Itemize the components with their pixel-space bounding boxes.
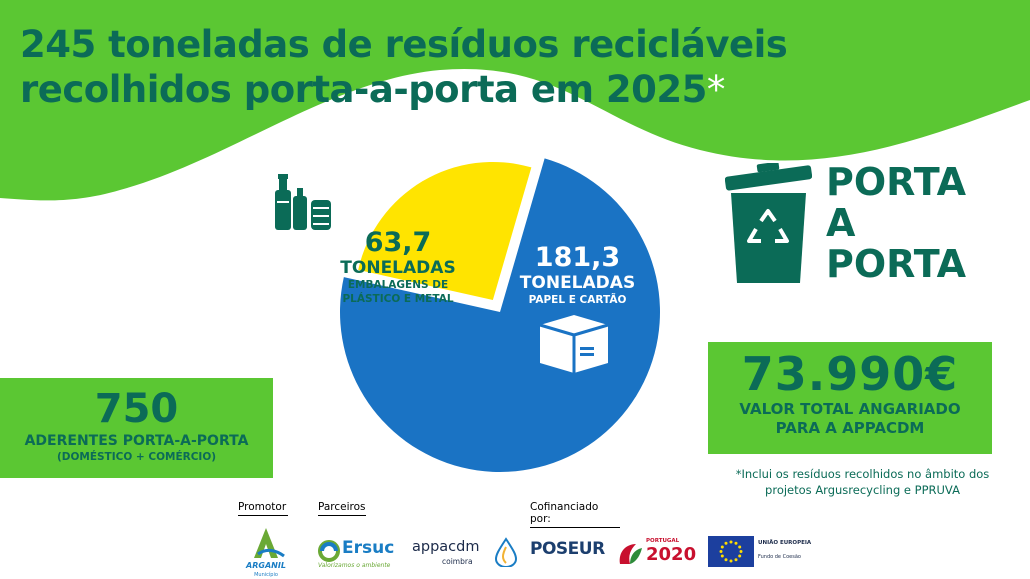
footnote-line-1: *Inclui os resíduos recolhidos no âmbito… <box>735 467 990 481</box>
poseur-logo: POSEUR <box>530 537 612 571</box>
slice-paper-cartao <box>339 158 660 472</box>
arganil-sub: Município <box>254 572 278 578</box>
appacdm-drop-icon <box>494 537 518 567</box>
paper-unit: TONELADAS <box>519 273 636 293</box>
title-line-2: recolhidos porta-a-porta em 2025* <box>20 68 726 111</box>
portugal2020-mark-icon <box>619 544 642 564</box>
promotor-label: Promotor <box>238 501 288 516</box>
portugal2020-small: PORTUGAL <box>646 538 680 544</box>
appacdm-sub: coimbra <box>442 557 473 566</box>
poseur-name: POSEUR <box>530 539 605 559</box>
eu-line-1: UNIÃO EUROPEIA <box>758 540 812 546</box>
footnote-line-2: projetos Argusrecycling e PPRUVA <box>765 483 960 497</box>
asterisk: * <box>706 68 726 111</box>
raised-label-2: PARA A APPACDM <box>775 419 925 437</box>
plastic-unit: TONELADAS <box>340 258 456 278</box>
paper-desc: PAPEL E CARTÃO <box>528 294 627 306</box>
adherents-label: ADERENTES PORTA-A-PORTA <box>24 433 249 449</box>
eu-flag-icon <box>708 536 754 567</box>
recycling-bin-icon <box>725 163 812 283</box>
raised-box: 73.990€ VALOR TOTAL ANGARIADO PARA A APP… <box>708 342 992 454</box>
eu-line-2: Fundo de Coesão <box>758 554 801 560</box>
raised-value: 73.990€ <box>741 347 959 401</box>
box-icon <box>539 315 609 373</box>
page-title: 245 toneladas de resíduos recicláveis re… <box>20 22 880 112</box>
portugal2020-logo: PORTUGAL 2020 <box>616 538 696 570</box>
footnote: *Inclui os resíduos recolhidos no âmbito… <box>700 466 1025 498</box>
plastic-desc-2: PLÁSTICO E METAL <box>342 293 454 305</box>
ersuc-logo: Ersuc Valorizamos o ambiente <box>318 538 408 572</box>
slice-label-paper: 181,3 TONELADAS PAPEL E CARTÃO <box>510 243 645 307</box>
arganil-a-icon <box>254 528 285 558</box>
eu-stars-icon <box>719 540 743 563</box>
plastic-value: 63,7 <box>364 227 432 258</box>
slice-plastic-metal <box>358 161 532 300</box>
appacdm-name: appacdm <box>412 539 480 555</box>
title-line-1: 245 toneladas de resíduos recicláveis <box>20 23 788 66</box>
raised-label-1: VALOR TOTAL ANGARIADO <box>739 400 961 418</box>
adherents-sublabel: (DOMÉSTICO + COMÉRCIO) <box>56 451 217 463</box>
porta-line-3: PORTA <box>826 242 967 286</box>
eu-logo: UNIÃO EUROPEIA Fundo de Coesão <box>708 536 818 568</box>
plastic-desc-1: EMBALAGENS DE <box>347 279 449 291</box>
ersuc-tagline: Valorizamos o ambiente <box>318 562 391 569</box>
cofinanciado-label: Cofinanciado por: <box>530 501 620 528</box>
porta-line-1: PORTA <box>826 160 967 204</box>
ersuc-swirl-icon <box>318 540 340 562</box>
portugal2020-year: 2020 <box>646 544 697 565</box>
appacdm-logo: appacdm coimbra <box>412 537 522 573</box>
paper-value: 181,3 <box>534 242 621 273</box>
porta-line-2: A <box>826 201 856 245</box>
arganil-name: ARGANIL <box>246 561 286 570</box>
slice-label-plastic: 63,7 TONELADAS EMBALAGENS DE PLÁSTICO E … <box>328 228 468 306</box>
adherents-value: 750 <box>94 386 179 432</box>
bottles-cans-icon <box>275 174 331 230</box>
ersuc-name: Ersuc <box>342 538 395 558</box>
adherents-box: 750 ADERENTES PORTA-A-PORTA (DOMÉSTICO +… <box>0 378 273 478</box>
parceiros-label: Parceiros <box>318 501 366 516</box>
pie-chart <box>339 158 660 472</box>
porta-a-porta-heading: PORTA A PORTA <box>826 162 966 285</box>
arganil-logo: ARGANIL Município <box>240 526 292 578</box>
